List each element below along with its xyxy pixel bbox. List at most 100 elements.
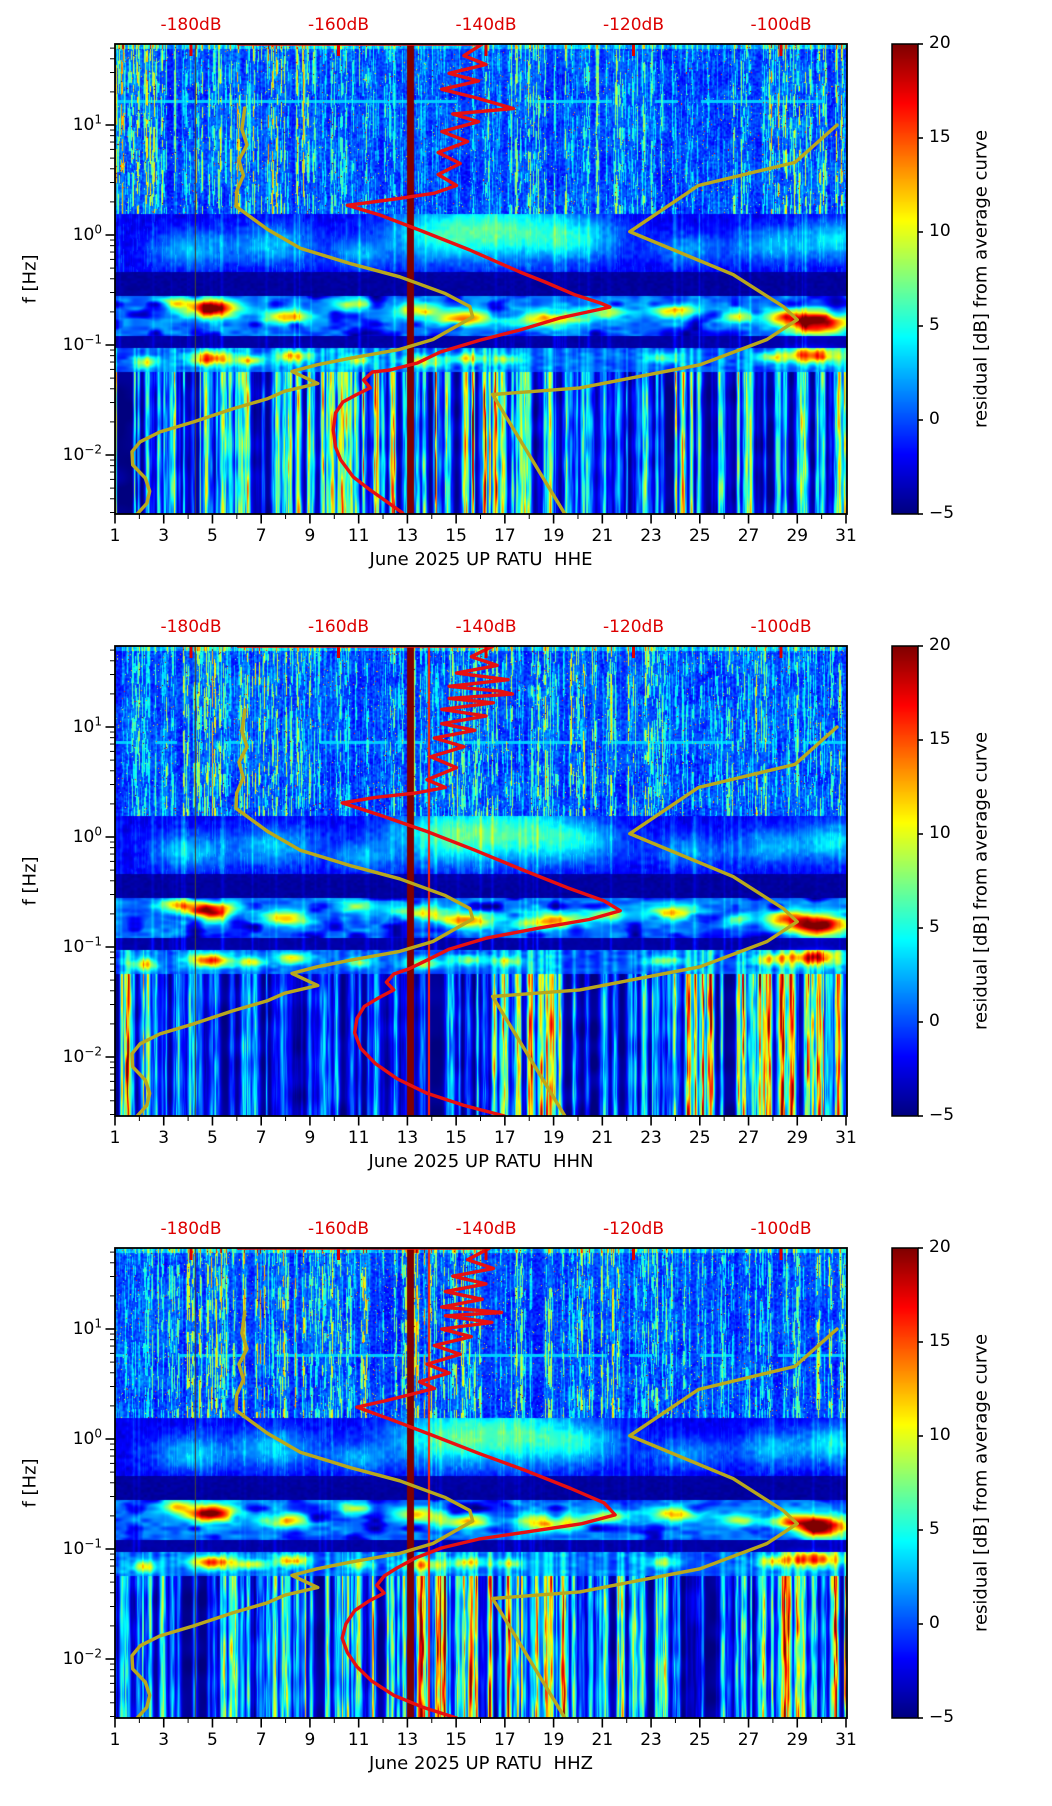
spectrogram-panel-hhz: f [Hz] June 2025 UP RATU HHZ residual [d… xyxy=(0,1204,1052,1806)
x-tick-label: 3 xyxy=(158,526,170,546)
colorbar-tick-label: 5 xyxy=(929,315,940,335)
y-tick-label: 10−1 xyxy=(62,332,102,356)
top-db-label: -160dB xyxy=(307,15,370,35)
top-db-label: -120dB xyxy=(602,1219,665,1239)
x-tick-label: 19 xyxy=(542,1128,565,1148)
colorbar-tick-label: 10 xyxy=(929,221,951,241)
y-tick-label: 100 xyxy=(72,222,102,246)
colorbar-tick-label: 20 xyxy=(929,1237,951,1257)
y-tick-label: 101 xyxy=(72,112,102,136)
top-db-label: -160dB xyxy=(307,617,370,637)
colorbar-tick-label: 0 xyxy=(929,1011,940,1031)
x-tick-label: 3 xyxy=(158,1730,170,1750)
x-tick-label: 27 xyxy=(737,1128,760,1148)
top-db-label: -180dB xyxy=(160,617,222,637)
x-tick-label: 25 xyxy=(688,1730,711,1750)
spectrogram-panel-hhn: f [Hz] June 2025 UP RATU HHN residual [d… xyxy=(0,602,1052,1204)
y-tick-label: 10−1 xyxy=(62,934,102,958)
colorbar-tick-label: 10 xyxy=(929,1425,951,1445)
colorbar-tick-label: −5 xyxy=(929,1707,955,1727)
top-db-label: -140dB xyxy=(455,617,517,637)
top-db-label: -140dB xyxy=(455,1219,517,1239)
colorbar-tick-label: 5 xyxy=(929,917,940,937)
colorbar-label: residual [dB] from average curve xyxy=(970,129,992,429)
spectrogram-heatmap xyxy=(115,646,847,1116)
x-tick-label: 31 xyxy=(835,526,857,546)
y-axis-label: f [Hz] xyxy=(19,1458,41,1508)
x-tick-label: 23 xyxy=(640,1730,662,1750)
colorbar-label: residual [dB] from average curve xyxy=(970,731,992,1031)
x-tick-label: 1 xyxy=(109,1128,121,1148)
x-tick-label: 21 xyxy=(591,1730,614,1750)
x-tick-label: 13 xyxy=(396,1730,419,1750)
x-tick-label: 5 xyxy=(207,1128,218,1148)
x-tick-label: 13 xyxy=(396,526,419,546)
x-tick-label: 5 xyxy=(207,1730,218,1750)
top-db-label: -160dB xyxy=(307,1219,370,1239)
top-db-label: -100dB xyxy=(750,617,812,637)
x-tick-label: 9 xyxy=(304,1128,316,1148)
x-axis-title: June 2025 UP RATU HHZ xyxy=(369,1753,593,1774)
x-tick-label: 27 xyxy=(737,1730,760,1750)
x-tick-label: 1 xyxy=(109,526,121,546)
x-tick-label: 11 xyxy=(347,1730,370,1750)
x-tick-label: 25 xyxy=(688,1128,711,1148)
top-db-label: -140dB xyxy=(455,15,517,35)
y-tick-label: 10−1 xyxy=(62,1536,102,1560)
x-tick-label: 7 xyxy=(255,1730,267,1750)
x-tick-label: 31 xyxy=(835,1730,857,1750)
colorbar-tick-label: −5 xyxy=(929,1105,955,1125)
x-tick-label: 31 xyxy=(835,1128,857,1148)
x-tick-label: 17 xyxy=(494,1730,516,1750)
spectrogram-heatmap xyxy=(115,1248,847,1718)
x-axis-title: June 2025 UP RATU HHE xyxy=(369,549,593,570)
y-tick-label: 101 xyxy=(72,1316,102,1340)
x-tick-label: 29 xyxy=(786,1730,809,1750)
x-tick-label: 9 xyxy=(304,1730,316,1750)
spectrogram-panel-hhe: f [Hz] June 2025 UP RATU HHE residual [d… xyxy=(0,0,1052,602)
x-tick-label: 19 xyxy=(542,1730,565,1750)
colorbar xyxy=(892,646,918,1116)
colorbar-tick-label: 20 xyxy=(929,635,951,655)
colorbar-tick-label: 15 xyxy=(929,729,951,749)
top-db-label: -180dB xyxy=(160,15,222,35)
colorbar xyxy=(892,1248,918,1718)
top-db-label: -120dB xyxy=(602,617,665,637)
colorbar-tick-label: −5 xyxy=(929,503,955,523)
colorbar-tick-label: 15 xyxy=(929,127,951,147)
x-tick-label: 1 xyxy=(109,1730,121,1750)
y-tick-label: 100 xyxy=(72,1426,102,1450)
x-tick-label: 9 xyxy=(304,526,316,546)
y-axis-label: f [Hz] xyxy=(19,856,41,906)
colorbar-tick-label: 5 xyxy=(929,1519,940,1539)
y-tick-label: 101 xyxy=(72,714,102,738)
x-tick-label: 21 xyxy=(591,526,614,546)
colorbar-tick-label: 0 xyxy=(929,1613,940,1633)
x-tick-label: 29 xyxy=(786,1128,809,1148)
spectrogram-heatmap xyxy=(115,44,847,514)
x-tick-label: 23 xyxy=(640,1128,662,1148)
top-db-label: -100dB xyxy=(750,15,812,35)
x-tick-label: 7 xyxy=(255,526,267,546)
colorbar-tick-label: 10 xyxy=(929,823,951,843)
colorbar-tick-label: 20 xyxy=(929,33,951,53)
x-tick-label: 19 xyxy=(542,526,565,546)
y-tick-label: 10−2 xyxy=(62,1044,102,1068)
x-tick-label: 15 xyxy=(445,1128,467,1148)
top-db-label: -120dB xyxy=(602,15,665,35)
x-axis-title: June 2025 UP RATU HHN xyxy=(368,1151,594,1172)
top-db-label: -180dB xyxy=(160,1219,222,1239)
y-tick-label: 10−2 xyxy=(62,1646,102,1670)
colorbar-tick-label: 0 xyxy=(929,409,940,429)
x-tick-label: 7 xyxy=(255,1128,267,1148)
x-tick-label: 5 xyxy=(207,526,218,546)
x-tick-label: 17 xyxy=(494,526,516,546)
y-axis-label: f [Hz] xyxy=(19,254,41,304)
colorbar-label: residual [dB] from average curve xyxy=(970,1333,992,1633)
x-tick-label: 15 xyxy=(445,526,467,546)
x-tick-label: 27 xyxy=(737,526,760,546)
colorbar xyxy=(892,44,918,514)
x-tick-label: 11 xyxy=(347,1128,370,1148)
x-tick-label: 3 xyxy=(158,1128,170,1148)
